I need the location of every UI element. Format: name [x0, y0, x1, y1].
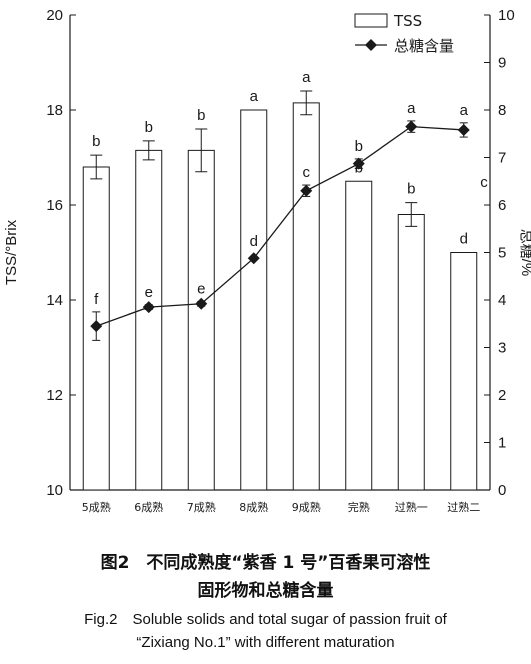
sugar-significance-letter: d: [250, 233, 258, 250]
tss-bar: [450, 252, 478, 491]
legend-sugar-marker: [365, 39, 377, 51]
tss-significance-letter: b: [407, 181, 415, 198]
y-tick-label-right: 7: [498, 150, 506, 167]
tss-bar: [397, 214, 425, 491]
caption-cn-line1: 图2 不同成熟度“紫香 1 号”百香果可溶性: [100, 553, 431, 573]
sugar-point: [142, 301, 155, 314]
y-tick-label-left: 18: [46, 102, 63, 119]
y-tick-label-right: 4: [498, 292, 506, 309]
sugar-point: [405, 120, 418, 133]
x-tick-label: 9成熟: [292, 500, 321, 514]
extra-significance-letter: c: [480, 174, 488, 191]
tss-significance-letter: b: [145, 119, 153, 136]
x-tick-label: 完熟: [348, 500, 370, 514]
y-tick-label-right: 0: [498, 482, 506, 499]
tss-significance-letter: a: [302, 69, 311, 86]
x-tick-label: 6成熟: [134, 500, 163, 514]
caption-cn-line2: 固形物和总糖含量: [197, 581, 334, 601]
y-tick-label-right: 1: [498, 435, 506, 452]
tss-bar: [240, 109, 268, 491]
legend: TSS 总糖含量: [354, 12, 454, 55]
y-tick-label-right: 3: [498, 340, 506, 357]
sugar-significance-letter: e: [145, 284, 153, 301]
sugar-significance-letter: f: [94, 291, 99, 308]
tss-significance-letter: a: [250, 88, 259, 105]
sugar-significance-letter: b: [355, 138, 363, 155]
y-tick-label-right: 2: [498, 387, 506, 404]
sugar-point: [247, 252, 260, 265]
tss-significance-letter: b: [355, 159, 363, 176]
y-tick-label-right: 8: [498, 102, 506, 119]
sugar-point: [90, 320, 103, 333]
sugar-point: [195, 297, 208, 310]
sugar-significance-letter: a: [460, 102, 469, 119]
caption-en-line2: “Zixiang No.1” with different maturation: [136, 634, 395, 651]
tss-significance-letter: d: [460, 231, 468, 248]
sugar-point: [457, 123, 470, 136]
x-tick-label: 7成熟: [187, 500, 216, 514]
y-axis-title-right: 总糖/%: [518, 229, 531, 277]
x-tick-label: 过熟二: [447, 500, 480, 514]
axes: [69, 14, 491, 491]
x-tick-label: 过熟一: [395, 500, 428, 514]
y-tick-label-right: 9: [498, 55, 506, 72]
sugar-significance-letter: e: [197, 280, 205, 297]
total-sugar-path: [96, 125, 464, 327]
total-sugar-line: [90, 120, 470, 341]
sugar-significance-letter: a: [407, 100, 416, 117]
legend-tss-label: TSS: [393, 12, 422, 30]
y-tick-label-right: 5: [498, 245, 506, 262]
y-tick-label-left: 20: [46, 7, 63, 24]
tss-bar: [135, 149, 163, 491]
x-tick-label: 5成熟: [82, 500, 111, 514]
y-tick-label-left: 10: [46, 482, 63, 499]
y-tick-label-left: 14: [46, 292, 63, 309]
tss-significance-letter: b: [92, 133, 100, 150]
tss-bar: [345, 180, 373, 491]
legend-sugar-label: 总糖含量: [394, 37, 454, 55]
legend-tss-swatch: [354, 13, 388, 28]
y-tick-label-left: 16: [46, 197, 63, 214]
sugar-significance-letter: c: [303, 164, 311, 181]
y-tick-label-right: 6: [498, 197, 506, 214]
sugar-point: [352, 157, 365, 170]
caption-en-line1: Fig.2 Soluble solids and total sugar of …: [84, 611, 447, 628]
y-tick-label-right: 10: [498, 7, 515, 24]
tss-significance-letter: b: [197, 107, 205, 124]
y-axis-title-left: TSS/°Brix: [3, 219, 20, 285]
tss-bar: [187, 149, 215, 491]
x-tick-label: 8成熟: [239, 500, 268, 514]
y-tick-label-left: 12: [46, 387, 63, 404]
sugar-point: [300, 184, 313, 197]
tss-bars: [82, 90, 478, 491]
tss-bar: [292, 102, 320, 491]
